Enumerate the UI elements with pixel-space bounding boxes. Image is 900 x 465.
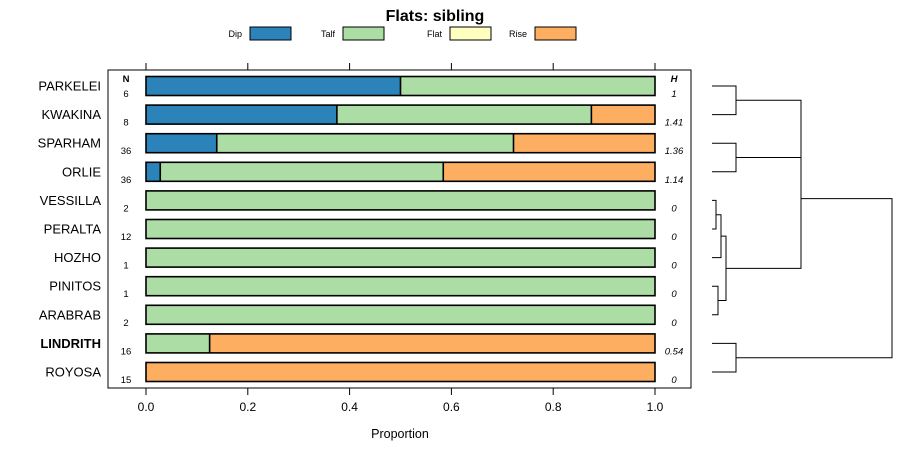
legend-swatch-flat [449, 26, 492, 41]
dendrogram [712, 85, 893, 373]
bar-outline [145, 75, 656, 97]
row-count: 15 [121, 375, 132, 386]
dendrogram-branch [712, 342, 737, 373]
row-entropy: 1.41 [665, 118, 684, 129]
bar-segment-talf [216, 133, 514, 153]
dendrogram-branch [712, 85, 737, 116]
dendrogram-branch [712, 142, 737, 173]
dendrogram-branch [712, 199, 717, 230]
x-axis: 0.0 0.2 0.4 0.6 0.8 1.0 [138, 63, 664, 414]
bar-segment-talf [146, 219, 655, 239]
n-column-header: N [123, 74, 130, 85]
bar-outline [145, 104, 656, 125]
bar-outline [145, 247, 656, 268]
row-count: 8 [123, 118, 128, 129]
bar-segment-talf [160, 162, 444, 182]
row-count: 12 [121, 232, 132, 243]
row-count: 16 [121, 346, 132, 357]
row-entropy: 0.54 [665, 346, 684, 357]
row-label: ROYOSA [45, 365, 101, 380]
row-label: LINDRITH [40, 336, 101, 351]
x-tick-label: 1.0 [647, 400, 664, 414]
legend-label: Rise [509, 29, 527, 39]
row-entropy: 0 [671, 375, 677, 386]
row-entropy: 0 [671, 318, 677, 329]
row-label: PERALTA [44, 222, 102, 237]
row-label: VESSILLA [40, 193, 102, 208]
dendrogram-branch [736, 198, 893, 359]
row-label: PINITOS [49, 279, 101, 294]
bar-outline [145, 190, 656, 211]
chart-title: Flats: sibling [386, 8, 485, 25]
bar-segment-talf [400, 76, 655, 96]
bar-segment-dip [146, 133, 217, 153]
bar-segment-rise [209, 333, 655, 353]
h-column-header: H [671, 74, 679, 85]
bar-outline [145, 304, 656, 326]
x-tick-label: 0.2 [239, 400, 256, 414]
x-tick-label: 0.4 [341, 400, 358, 414]
row-label: ORLIE [62, 164, 101, 179]
row-count: 2 [123, 318, 128, 329]
row-count: 1 [123, 289, 128, 300]
bar-rows: PARKELEI 6 1 KWAKINA 8 1.41 SPARHAM 36 1.36 ORLIE… [38, 75, 684, 386]
row-label: ARABRAB [39, 307, 101, 322]
bar-segment-talf [146, 276, 655, 296]
row-count: 36 [121, 146, 132, 157]
row-label: PARKELEI [38, 79, 101, 94]
bar-segment-rise [591, 105, 655, 125]
bar-segment-talf [146, 190, 655, 210]
legend: Dip Talf Flat Rise [228, 26, 577, 41]
row-count: 36 [121, 175, 132, 186]
row-entropy: 0 [671, 203, 677, 214]
dendrogram-branch [718, 235, 727, 301]
bar-outline [145, 333, 656, 354]
x-axis-label: Proportion [371, 427, 429, 441]
row-entropy: 0 [671, 232, 677, 243]
legend-label: Dip [228, 29, 242, 39]
bar-segment-dip [146, 162, 161, 182]
bar-outline [145, 218, 656, 240]
row-entropy: 1 [671, 89, 676, 100]
bar-segment-dip [146, 76, 401, 96]
row-label: KWAKINA [42, 107, 102, 122]
x-tick-label: 0.0 [138, 400, 155, 414]
legend-swatch-talf [342, 26, 385, 41]
row-count: 1 [123, 261, 128, 272]
dendrogram-branch [736, 99, 802, 158]
dendrogram-branch [712, 285, 719, 316]
bar-segment-talf [146, 305, 655, 325]
legend-swatch-dip [249, 26, 292, 41]
row-entropy: 1.36 [665, 146, 684, 157]
row-entropy: 1.14 [665, 175, 684, 186]
bar-outline [145, 361, 656, 383]
bar-segment-rise [146, 362, 655, 382]
bar-segment-rise [513, 133, 655, 153]
row-entropy: 0 [671, 261, 677, 272]
row-entropy: 0 [671, 289, 677, 300]
bar-outline [145, 275, 656, 297]
bar-outline [145, 132, 656, 154]
row-count: 6 [123, 89, 128, 100]
row-label: SPARHAM [38, 136, 101, 151]
bar-outline [145, 161, 656, 183]
bar-segment-talf [336, 105, 592, 125]
row-label: HOZHO [54, 250, 101, 265]
x-tick-label: 0.6 [443, 400, 460, 414]
bar-segment-talf [146, 333, 210, 353]
legend-label: Talf [321, 29, 336, 39]
x-tick-label: 0.8 [545, 400, 562, 414]
plot-frame [107, 69, 692, 389]
legend-swatch-rise [534, 26, 577, 41]
bar-segment-rise [443, 162, 655, 182]
dendrogram-branch [726, 128, 802, 269]
legend-label: Flat [427, 29, 443, 39]
bar-segment-dip [146, 105, 337, 125]
row-count: 2 [123, 203, 128, 214]
bar-segment-talf [146, 248, 655, 268]
